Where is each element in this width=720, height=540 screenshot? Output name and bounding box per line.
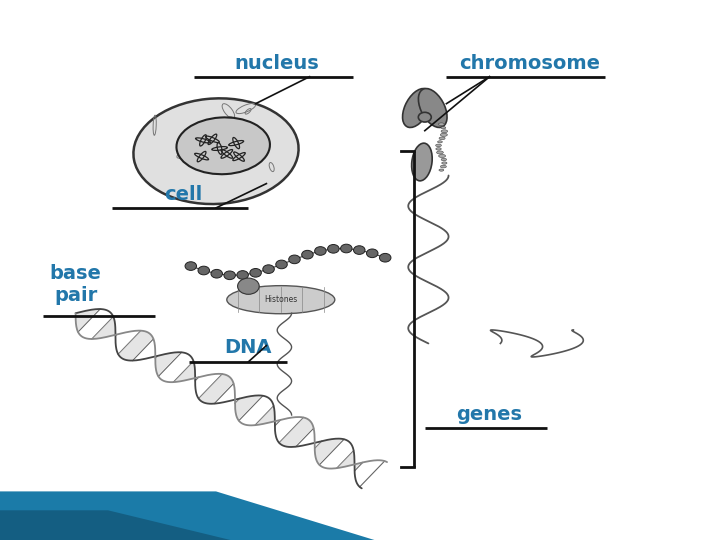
Text: nucleus: nucleus bbox=[235, 54, 320, 73]
Ellipse shape bbox=[224, 271, 235, 280]
Ellipse shape bbox=[366, 249, 378, 258]
Polygon shape bbox=[315, 438, 343, 464]
Ellipse shape bbox=[402, 89, 431, 127]
Ellipse shape bbox=[438, 154, 446, 158]
Ellipse shape bbox=[176, 117, 270, 174]
Ellipse shape bbox=[418, 89, 447, 127]
Ellipse shape bbox=[412, 143, 432, 181]
Ellipse shape bbox=[185, 262, 197, 271]
Polygon shape bbox=[235, 395, 262, 420]
Text: chromosome: chromosome bbox=[459, 54, 600, 73]
Polygon shape bbox=[76, 309, 99, 331]
Ellipse shape bbox=[289, 255, 300, 264]
Ellipse shape bbox=[263, 265, 274, 273]
Polygon shape bbox=[337, 450, 361, 470]
Ellipse shape bbox=[436, 148, 441, 150]
Ellipse shape bbox=[341, 244, 352, 253]
Ellipse shape bbox=[379, 253, 391, 262]
Ellipse shape bbox=[133, 98, 299, 204]
Ellipse shape bbox=[436, 151, 444, 154]
Ellipse shape bbox=[237, 271, 248, 279]
Ellipse shape bbox=[211, 269, 222, 278]
Polygon shape bbox=[156, 352, 181, 376]
Text: cell: cell bbox=[164, 185, 203, 204]
Polygon shape bbox=[0, 491, 374, 540]
Polygon shape bbox=[92, 316, 115, 339]
Text: DNA: DNA bbox=[225, 339, 272, 357]
Ellipse shape bbox=[276, 260, 287, 269]
Polygon shape bbox=[174, 361, 197, 382]
Ellipse shape bbox=[436, 144, 441, 147]
Ellipse shape bbox=[439, 169, 444, 171]
Text: genes: genes bbox=[456, 405, 523, 424]
Ellipse shape bbox=[441, 127, 446, 129]
Ellipse shape bbox=[441, 158, 446, 161]
Polygon shape bbox=[255, 406, 279, 425]
Polygon shape bbox=[0, 510, 230, 540]
Ellipse shape bbox=[442, 162, 447, 164]
Ellipse shape bbox=[250, 268, 261, 277]
Polygon shape bbox=[118, 330, 153, 361]
Ellipse shape bbox=[418, 112, 431, 122]
Polygon shape bbox=[279, 417, 313, 447]
Ellipse shape bbox=[198, 266, 210, 275]
Ellipse shape bbox=[302, 251, 313, 259]
Ellipse shape bbox=[441, 130, 448, 133]
Ellipse shape bbox=[315, 247, 326, 255]
Ellipse shape bbox=[439, 137, 445, 140]
Ellipse shape bbox=[438, 141, 442, 143]
Ellipse shape bbox=[354, 246, 365, 254]
Text: Histones: Histones bbox=[264, 295, 297, 304]
Polygon shape bbox=[199, 374, 233, 404]
Ellipse shape bbox=[238, 278, 259, 294]
Ellipse shape bbox=[441, 165, 446, 168]
Text: base
pair: base pair bbox=[50, 264, 102, 305]
Ellipse shape bbox=[441, 133, 447, 137]
Ellipse shape bbox=[227, 286, 335, 314]
Ellipse shape bbox=[328, 245, 339, 253]
Ellipse shape bbox=[438, 123, 444, 125]
